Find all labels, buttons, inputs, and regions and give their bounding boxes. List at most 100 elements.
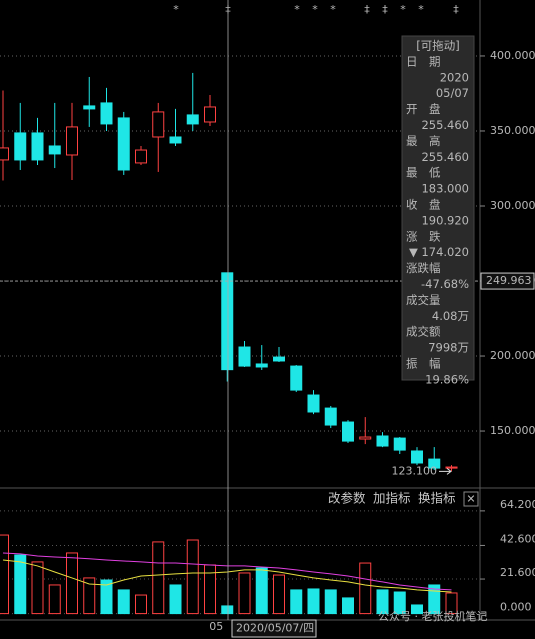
volume-bar xyxy=(445,592,458,615)
moving-average xyxy=(2,559,452,593)
info-panel-bg xyxy=(401,35,475,381)
candle-body xyxy=(152,111,165,138)
candle-body xyxy=(31,132,44,161)
candle-body xyxy=(83,105,96,110)
info-text: 255.460 xyxy=(421,150,469,164)
marker: * xyxy=(294,3,300,16)
volume-bar xyxy=(169,584,182,615)
candle-body xyxy=(186,114,199,125)
marker: ‡ xyxy=(453,3,459,16)
volume-bar xyxy=(186,539,199,615)
info-text: 19.86% xyxy=(425,372,469,386)
marker: ‡ xyxy=(364,3,370,16)
info-text: 成交量 xyxy=(406,293,441,307)
volume-bar xyxy=(411,604,423,615)
volume-bar xyxy=(135,594,147,615)
info-text: [可拖动] xyxy=(416,39,459,53)
volume-bar xyxy=(238,572,251,615)
info-text: 190.920 xyxy=(421,213,469,227)
info-text: 05/07 xyxy=(436,86,469,100)
candle-body xyxy=(48,145,61,155)
candle-body xyxy=(0,147,9,161)
marker: * xyxy=(330,3,336,16)
candle-body xyxy=(169,136,182,144)
info-text: 日 期 xyxy=(406,54,441,68)
info-text: 2020 xyxy=(440,70,469,84)
volume-bar xyxy=(31,561,44,615)
candle-body xyxy=(273,356,285,362)
volume-bar xyxy=(14,554,27,615)
candle-body xyxy=(221,272,234,371)
y-tick-label: 400.000 xyxy=(490,49,535,62)
volume-bar xyxy=(342,597,354,615)
candle-body xyxy=(411,450,423,464)
candle-body xyxy=(255,363,268,368)
cursor-price: 249.963 xyxy=(486,274,532,287)
volume-bar xyxy=(221,605,234,615)
volume-bar xyxy=(273,574,285,615)
marker: * xyxy=(400,3,406,16)
y-tick-label: 42.600 xyxy=(500,532,535,545)
volume-bar xyxy=(359,562,372,615)
low-label: 123.100 xyxy=(392,464,438,477)
candle-body xyxy=(100,102,113,125)
info-text: 最 高 xyxy=(406,134,441,148)
watermark: 公众号 · 老张投机笔记 xyxy=(378,609,488,623)
candle-body xyxy=(66,126,78,156)
volume-bar xyxy=(83,577,96,615)
info-text: 开 盘 xyxy=(406,102,441,116)
volume-bar xyxy=(100,579,113,615)
info-text: 收 盘 xyxy=(406,198,441,212)
y-tick-label: 350.000 xyxy=(490,124,535,137)
marker: * xyxy=(312,3,318,16)
candle-body xyxy=(342,421,354,442)
info-text: 涨 跌 xyxy=(406,229,441,243)
candle-body xyxy=(117,117,130,171)
x-tick-label: 05 xyxy=(209,620,223,633)
volume-bar xyxy=(0,534,9,615)
marker: * xyxy=(418,3,424,16)
low-arrow xyxy=(439,467,452,475)
marker: ‡ xyxy=(382,3,388,16)
close-box[interactable] xyxy=(463,491,479,507)
y-tick-label: 150.000 xyxy=(490,424,535,437)
cursor-date-box xyxy=(231,619,317,638)
marker: * xyxy=(173,3,179,16)
volume-bar xyxy=(428,584,441,615)
candle-body xyxy=(135,149,147,164)
y-tick-label: 21.600 xyxy=(500,566,535,579)
y-tick-label: 64.200 xyxy=(500,498,535,511)
info-text: 183.000 xyxy=(421,182,469,196)
candle-body xyxy=(359,436,372,440)
info-text: 4.08万 xyxy=(432,309,469,323)
y-tick-label: 200.000 xyxy=(490,349,535,362)
candle-body xyxy=(428,458,441,469)
candle-body xyxy=(290,365,303,391)
volume-bar xyxy=(66,552,78,615)
candle-body xyxy=(204,106,216,123)
candle-body xyxy=(393,437,406,451)
volume-bar xyxy=(307,588,320,615)
toolbar-button[interactable]: 换指标 xyxy=(418,491,456,506)
info-text: 成交额 xyxy=(406,325,441,339)
info-text: 255.460 xyxy=(421,118,469,132)
toolbar-button[interactable]: 加指标 xyxy=(373,491,411,506)
close-icon[interactable]: ✕ xyxy=(466,493,475,506)
cursor-price-box xyxy=(480,272,535,290)
info-panel: [可拖动]日 期 2020 05/07 开 盘 255.460 最 高 255.460 最 低… xyxy=(401,35,475,386)
y-tick-label: 300.000 xyxy=(490,199,535,212)
info-text: 振 幅 xyxy=(406,357,441,371)
candle-body xyxy=(324,407,337,426)
volume-bar xyxy=(324,589,337,615)
info-text: 涨跌幅 xyxy=(406,261,441,275)
info-text: -47.68% xyxy=(421,277,469,291)
toolbar-button[interactable]: 改参数 xyxy=(328,491,366,506)
volume-bar xyxy=(48,584,61,615)
volume-bar xyxy=(152,541,165,615)
y-tick-label: 0.000 xyxy=(500,601,532,614)
info-text: 最 低 xyxy=(406,166,441,180)
volume-bar xyxy=(290,589,303,615)
candle-body xyxy=(445,466,458,469)
